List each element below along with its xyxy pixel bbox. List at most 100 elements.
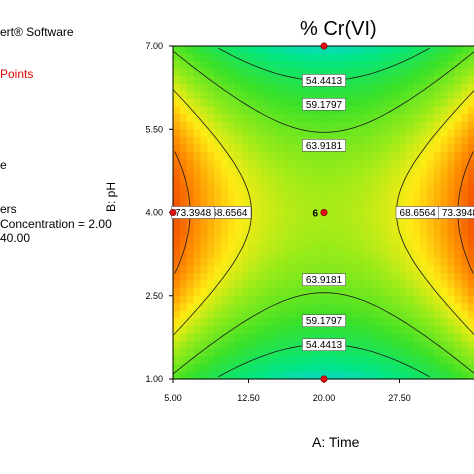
heatmap-cell bbox=[406, 83, 414, 93]
heatmap-cell bbox=[447, 310, 456, 320]
heatmap-cell bbox=[392, 174, 401, 183]
heatmap-cell bbox=[200, 91, 208, 100]
heatmap-cell bbox=[454, 265, 462, 274]
heatmap-cell bbox=[433, 46, 442, 55]
heatmap-cell bbox=[433, 121, 442, 130]
heatmap-cell bbox=[200, 295, 208, 304]
heatmap-cell bbox=[193, 159, 202, 168]
heatmap-cell bbox=[275, 235, 284, 244]
design-point bbox=[320, 375, 328, 383]
heatmap-cell bbox=[406, 356, 414, 365]
heatmap-cell bbox=[420, 159, 428, 168]
heatmap-cell bbox=[179, 356, 188, 365]
heatmap-cell bbox=[275, 98, 284, 108]
heatmap-cell bbox=[179, 121, 188, 130]
heatmap-cell bbox=[173, 53, 181, 62]
heatmap-cell bbox=[186, 182, 195, 191]
heatmap-cell bbox=[179, 273, 188, 282]
heatmap-cell bbox=[378, 189, 387, 198]
heatmap-cell bbox=[248, 250, 256, 259]
heatmap-cell bbox=[275, 121, 284, 130]
heatmap-cell bbox=[214, 68, 222, 77]
sidebar-factors-text: ers bbox=[0, 202, 17, 216]
heatmap-cell bbox=[399, 121, 407, 130]
heatmap-cell bbox=[221, 46, 229, 55]
heatmap-cell bbox=[440, 167, 449, 176]
heatmap-cell bbox=[275, 151, 284, 161]
heatmap-cell bbox=[234, 53, 243, 62]
heatmap-cell bbox=[207, 53, 215, 62]
heatmap-cell bbox=[282, 174, 291, 183]
heatmap-cell bbox=[221, 303, 229, 312]
contour-label: 54.4413 bbox=[306, 340, 343, 351]
heatmap-cell bbox=[262, 250, 270, 259]
heatmap-cell bbox=[255, 121, 263, 130]
heatmap-cell bbox=[269, 106, 277, 115]
heatmap-cell bbox=[207, 61, 215, 70]
heatmap-cell bbox=[344, 250, 353, 259]
heatmap-cell bbox=[296, 83, 305, 93]
heatmap-cell bbox=[255, 227, 263, 236]
heatmap-cell bbox=[372, 136, 380, 145]
heatmap-cell bbox=[399, 106, 407, 115]
contour-label-box bbox=[302, 273, 346, 287]
heatmap-cell bbox=[200, 46, 208, 55]
heatmap-cell bbox=[317, 250, 325, 259]
heatmap-cell bbox=[378, 76, 387, 85]
heatmap-cell bbox=[337, 220, 346, 229]
heatmap-cell bbox=[221, 159, 229, 168]
heatmap-cell bbox=[454, 129, 462, 138]
heatmap-cell bbox=[330, 303, 339, 312]
heatmap-cell bbox=[234, 295, 243, 304]
heatmap-cell bbox=[385, 363, 394, 373]
heatmap-cell bbox=[454, 348, 462, 357]
heatmap-cell bbox=[214, 288, 222, 297]
heatmap-cell bbox=[406, 348, 414, 357]
heatmap-cell bbox=[372, 144, 380, 153]
heatmap-cell bbox=[461, 151, 469, 161]
heatmap-cell bbox=[433, 288, 442, 297]
heatmap-cell bbox=[420, 242, 428, 251]
heatmap-cell bbox=[392, 182, 401, 191]
heatmap-cell bbox=[310, 151, 318, 161]
heatmap-cell bbox=[275, 68, 284, 77]
heatmap-cell bbox=[468, 106, 474, 115]
heatmap-cell bbox=[269, 250, 277, 259]
heatmap-cell bbox=[372, 91, 380, 100]
heatmap-cell bbox=[221, 288, 229, 297]
heatmap-cell bbox=[454, 273, 462, 282]
heatmap-cell bbox=[262, 68, 270, 77]
heatmap-cell bbox=[454, 341, 462, 350]
heatmap-cell bbox=[282, 235, 291, 244]
heatmap-cell bbox=[330, 295, 339, 304]
heatmap-cell bbox=[234, 235, 243, 244]
heatmap-cell bbox=[344, 363, 353, 373]
heatmap-cell bbox=[262, 144, 270, 153]
heatmap-cell bbox=[378, 61, 387, 70]
heatmap-cell bbox=[262, 159, 270, 168]
heatmap-cell bbox=[173, 121, 181, 130]
heatmap-cell bbox=[337, 197, 346, 206]
heatmap-cell bbox=[433, 174, 442, 183]
heatmap-cell bbox=[241, 250, 250, 259]
heatmap-cell bbox=[324, 151, 332, 161]
heatmap-cell bbox=[200, 53, 208, 62]
heatmap-cell bbox=[179, 114, 188, 123]
heatmap-cell bbox=[241, 318, 250, 327]
heatmap-cell bbox=[262, 273, 270, 282]
heatmap-cell bbox=[420, 174, 428, 183]
heatmap-cell bbox=[420, 356, 428, 365]
heatmap-cell bbox=[454, 326, 462, 335]
heatmap-cell bbox=[358, 91, 366, 100]
heatmap-cell bbox=[385, 348, 394, 357]
heatmap-cell bbox=[324, 204, 332, 214]
heatmap-cell bbox=[413, 235, 421, 244]
heatmap-cell bbox=[461, 220, 469, 229]
heatmap-cell bbox=[433, 356, 442, 365]
heatmap-cell bbox=[358, 189, 366, 198]
heatmap-cell bbox=[406, 257, 414, 267]
heatmap-cell bbox=[358, 348, 366, 357]
x-tick-label: 27.50 bbox=[388, 393, 411, 403]
heatmap-cell bbox=[385, 288, 394, 297]
heatmap-cell bbox=[358, 371, 366, 380]
